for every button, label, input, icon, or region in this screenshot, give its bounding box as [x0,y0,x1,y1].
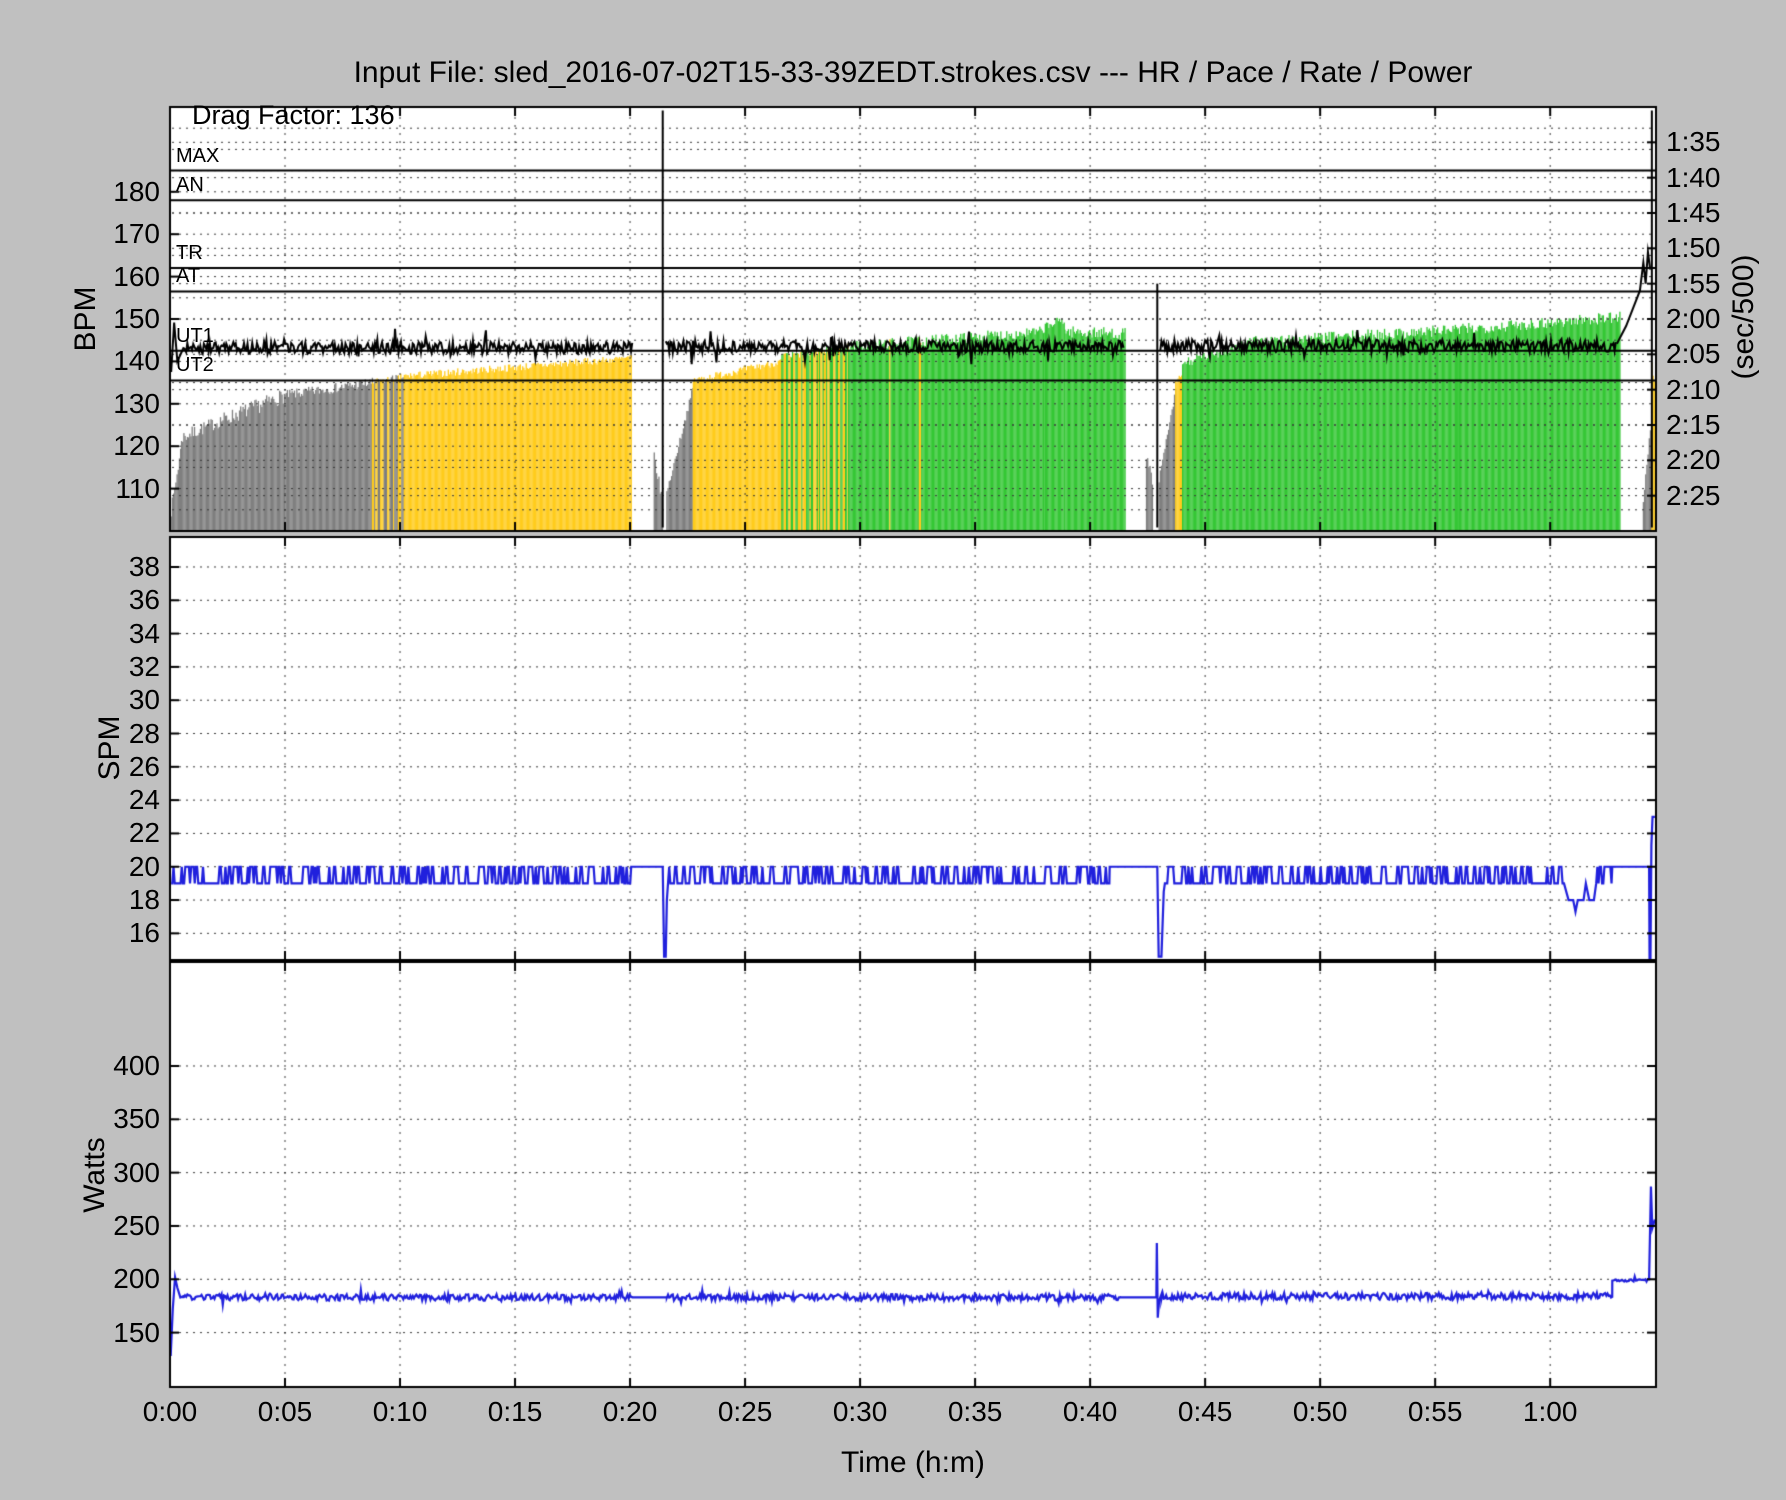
strokes-chart-canvas [0,0,1786,1500]
strokes-figure: Input File: sled_2016-07-02T15-33-39ZEDT… [0,0,1786,1500]
